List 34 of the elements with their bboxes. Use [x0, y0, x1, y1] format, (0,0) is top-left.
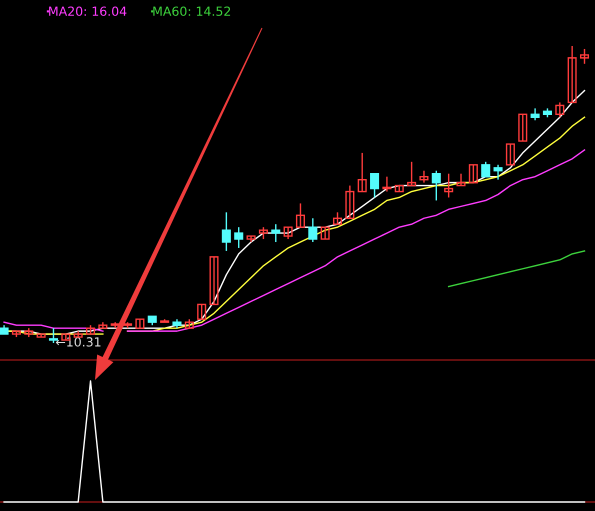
candlestick: [580, 48, 590, 65]
candlestick: [308, 218, 318, 243]
candlestick: [568, 45, 577, 104]
candlestick: [135, 318, 144, 329]
candlestick: [456, 173, 466, 186]
candlestick: [345, 184, 354, 219]
candlestick: [382, 176, 392, 192]
candlestick: [320, 226, 330, 240]
candlestick: [358, 152, 367, 192]
candlestick: [48, 327, 58, 344]
candlestick: [197, 304, 206, 320]
candlestick: [444, 173, 454, 198]
annotation: ←10.31: [56, 337, 100, 347]
candlestick: [332, 212, 342, 225]
candlestick: [530, 108, 540, 121]
candlestick: [407, 161, 416, 186]
candlestick: [370, 173, 380, 198]
candlestick: [234, 226, 244, 249]
candlestick: [518, 114, 528, 142]
candlestick: [209, 256, 219, 306]
candlestick: [296, 202, 305, 228]
candlestick: [555, 102, 564, 118]
candlestick: [494, 164, 503, 180]
candlestick: [222, 212, 231, 252]
candlestick: [419, 170, 428, 184]
candlestick: [506, 143, 515, 166]
candlestick: [468, 164, 478, 184]
legend-label: MA20: 16.04: [49, 6, 126, 16]
candlestick: [271, 224, 280, 243]
candlestick: [284, 226, 293, 240]
candlestick: [432, 170, 441, 202]
candlestick: [258, 226, 268, 240]
legend-label: MA60: 14.52: [153, 6, 230, 16]
candlestick: [481, 161, 490, 178]
